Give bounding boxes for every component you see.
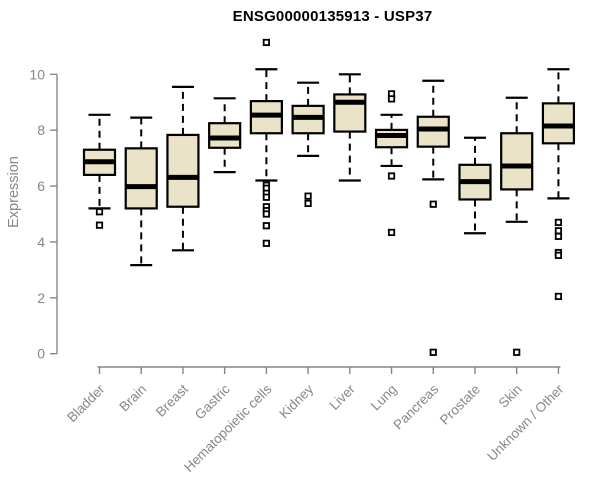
outlier-point bbox=[554, 227, 563, 235]
box-bladder bbox=[82, 113, 117, 229]
outlier-point bbox=[387, 95, 396, 103]
outlier-point bbox=[429, 200, 437, 208]
box-hematopoietic-cells bbox=[249, 38, 283, 247]
outlier-point bbox=[554, 292, 563, 301]
y-tick-label: 2 bbox=[37, 290, 45, 306]
outlier-point bbox=[262, 38, 270, 47]
box-lung bbox=[374, 90, 409, 237]
iqr-box bbox=[208, 122, 242, 149]
outlier-point bbox=[262, 210, 270, 218]
x-tick-label-kidney: Kidney bbox=[276, 381, 316, 421]
iqr-box bbox=[541, 102, 576, 145]
outlier-point bbox=[387, 228, 396, 237]
x-tick-label-gastric: Gastric bbox=[192, 381, 233, 422]
outlier-point bbox=[262, 239, 270, 247]
x-tick-label-skin: Skin bbox=[496, 382, 525, 411]
chart-title: ENSG00000135913 - USP37 bbox=[232, 8, 433, 25]
outlier-point bbox=[554, 232, 563, 240]
x-tick-label-lung: Lung bbox=[368, 382, 400, 414]
outlier-point bbox=[554, 251, 563, 259]
outlier-point bbox=[262, 193, 270, 201]
iqr-box bbox=[416, 115, 450, 148]
box-unknown-other bbox=[541, 68, 576, 301]
outlier-point bbox=[513, 348, 521, 356]
iqr-box bbox=[124, 147, 158, 210]
outlier-point bbox=[95, 208, 104, 216]
outlier-point bbox=[95, 221, 104, 229]
box-prostate bbox=[458, 136, 492, 235]
y-tick-label: 4 bbox=[37, 234, 45, 250]
x-tick-label-prostate: Prostate bbox=[437, 382, 483, 428]
y-tick-label: 10 bbox=[29, 66, 45, 82]
box-pancreas bbox=[416, 79, 450, 356]
x-tick-label-unknown-other: Unknown / Other bbox=[484, 381, 567, 464]
box-gastric bbox=[208, 97, 242, 174]
y-tick-label: 6 bbox=[37, 178, 45, 194]
box-kidney bbox=[291, 81, 325, 207]
outlier-point bbox=[429, 348, 437, 356]
outlier-point bbox=[304, 199, 312, 207]
y-tick-label: 8 bbox=[37, 122, 45, 138]
iqr-box bbox=[166, 133, 200, 208]
x-tick-label-brain: Brain bbox=[116, 382, 149, 415]
outlier-point bbox=[554, 218, 563, 226]
box-skin bbox=[500, 96, 534, 356]
x-tick-label-breast: Breast bbox=[153, 381, 191, 419]
x-tick-label-bladder: Bladder bbox=[64, 381, 108, 425]
x-tick-label-liver: Liver bbox=[327, 381, 359, 413]
box-liver bbox=[333, 73, 367, 182]
iqr-box bbox=[500, 132, 534, 191]
outlier-point bbox=[304, 192, 312, 200]
x-tick-label-pancreas: Pancreas bbox=[390, 381, 441, 432]
iqr-box bbox=[374, 128, 409, 149]
box-brain bbox=[124, 116, 158, 267]
box-breast bbox=[166, 85, 200, 252]
outlier-point bbox=[262, 222, 270, 230]
outlier-point bbox=[387, 172, 396, 180]
y-tick-label: 0 bbox=[37, 346, 45, 362]
